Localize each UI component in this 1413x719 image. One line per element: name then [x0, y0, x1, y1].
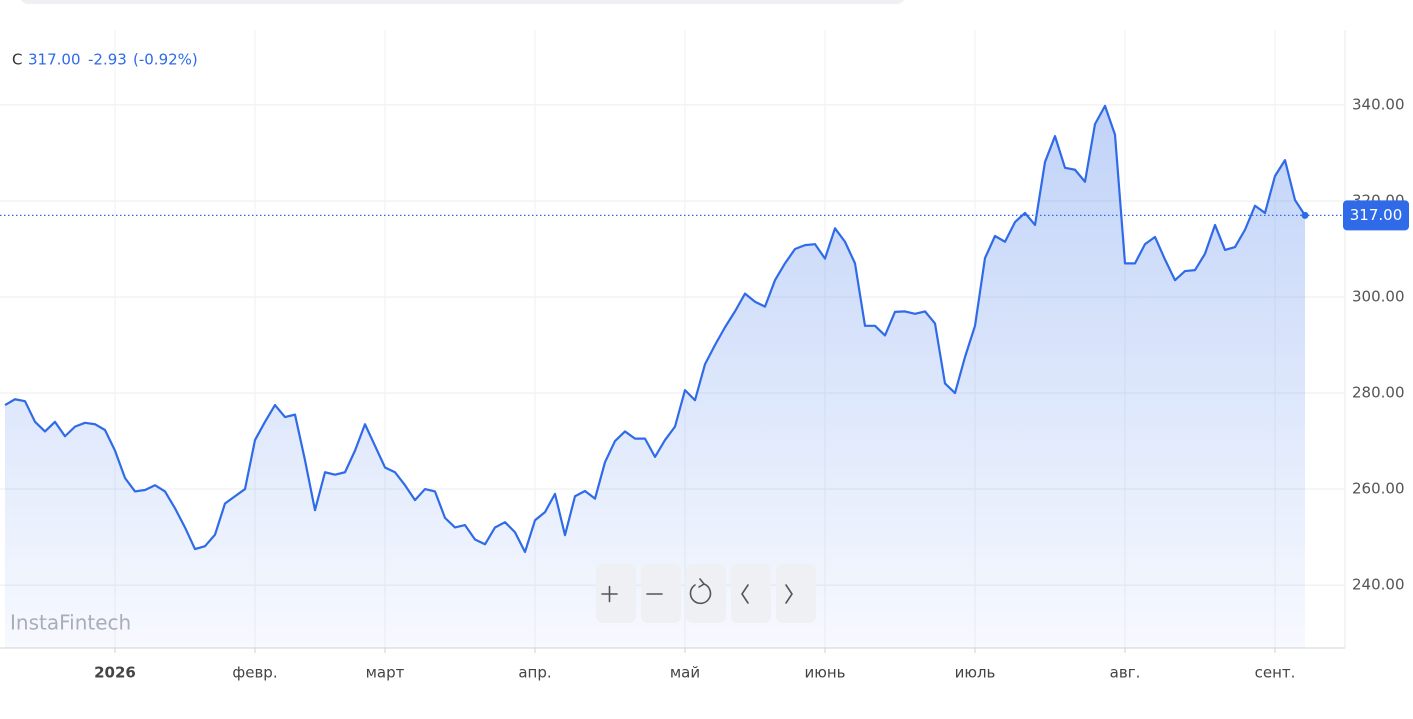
x-tick-label: февр. [232, 664, 277, 682]
last-point [1301, 211, 1309, 219]
area-fill [5, 105, 1305, 649]
x-tick-label: 2026 [94, 664, 136, 682]
x-tick-label: апр. [518, 664, 551, 682]
change-pct: (-0.92%) [133, 51, 198, 69]
overlay: 317.00 [0, 200, 1409, 231]
x-tick-label: июнь [804, 664, 845, 682]
last-price-badge-label: 317.00 [1350, 206, 1403, 224]
x-tick-label: июль [955, 664, 996, 682]
y-tick-label: 280.00 [1352, 384, 1405, 402]
x-tick-label: сент. [1255, 664, 1296, 682]
plot [4, 104, 1306, 649]
x-tick-label: май [670, 664, 700, 682]
zoom-out-button[interactable] [641, 564, 681, 623]
y-tick-label: 340.00 [1352, 95, 1405, 113]
last-price: 317.00 [28, 51, 81, 69]
scroll-left-button[interactable] [731, 564, 771, 623]
change: -2.93 [88, 51, 127, 69]
x-tick-label: март [366, 664, 405, 682]
watermark: InstaFintech [10, 611, 131, 635]
symbol: C [12, 51, 22, 69]
search-bar[interactable] [20, 0, 905, 4]
price-line [4, 104, 1306, 554]
y-tick-label: 260.00 [1352, 480, 1405, 498]
x-tick-label: авг. [1110, 664, 1141, 682]
scroll-right-button[interactable] [776, 564, 816, 623]
last-price-badge [1343, 200, 1409, 231]
zoom-in-button[interactable] [596, 564, 636, 623]
y-tick-label: 240.00 [1352, 576, 1405, 594]
zoom-controls [596, 564, 816, 623]
y-tick-label: 300.00 [1352, 287, 1405, 305]
reset-button[interactable] [686, 564, 726, 623]
